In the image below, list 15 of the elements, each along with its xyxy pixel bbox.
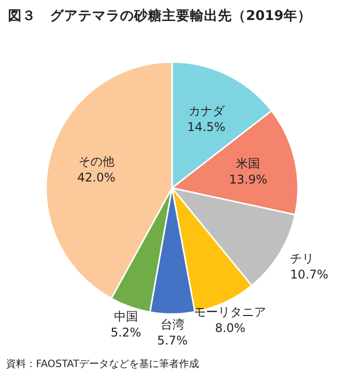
data-label: 5.2%	[110, 326, 142, 340]
slice-label: その他	[78, 154, 114, 169]
data-label: 42.0%	[77, 170, 116, 185]
data-label: 8.0%	[214, 320, 246, 335]
data-label: 14.5%	[187, 120, 226, 134]
text: 資料：FAOSTATデータなどを基に筆者作成	[6, 358, 200, 370]
slice-label: 米国	[236, 156, 260, 171]
slice-label: チリ	[290, 251, 314, 266]
data-label: 13.9%	[229, 172, 268, 187]
slice-label: 中国	[114, 310, 138, 324]
chart-title: 図３ グアテマラの砂糖主要輸出先（2019年）	[8, 7, 312, 24]
slice-label: カナダ	[188, 104, 226, 118]
data-label: 5.7%	[157, 334, 188, 348]
slice-label: 台湾	[160, 318, 184, 332]
data-label: 10.7%	[290, 267, 328, 282]
